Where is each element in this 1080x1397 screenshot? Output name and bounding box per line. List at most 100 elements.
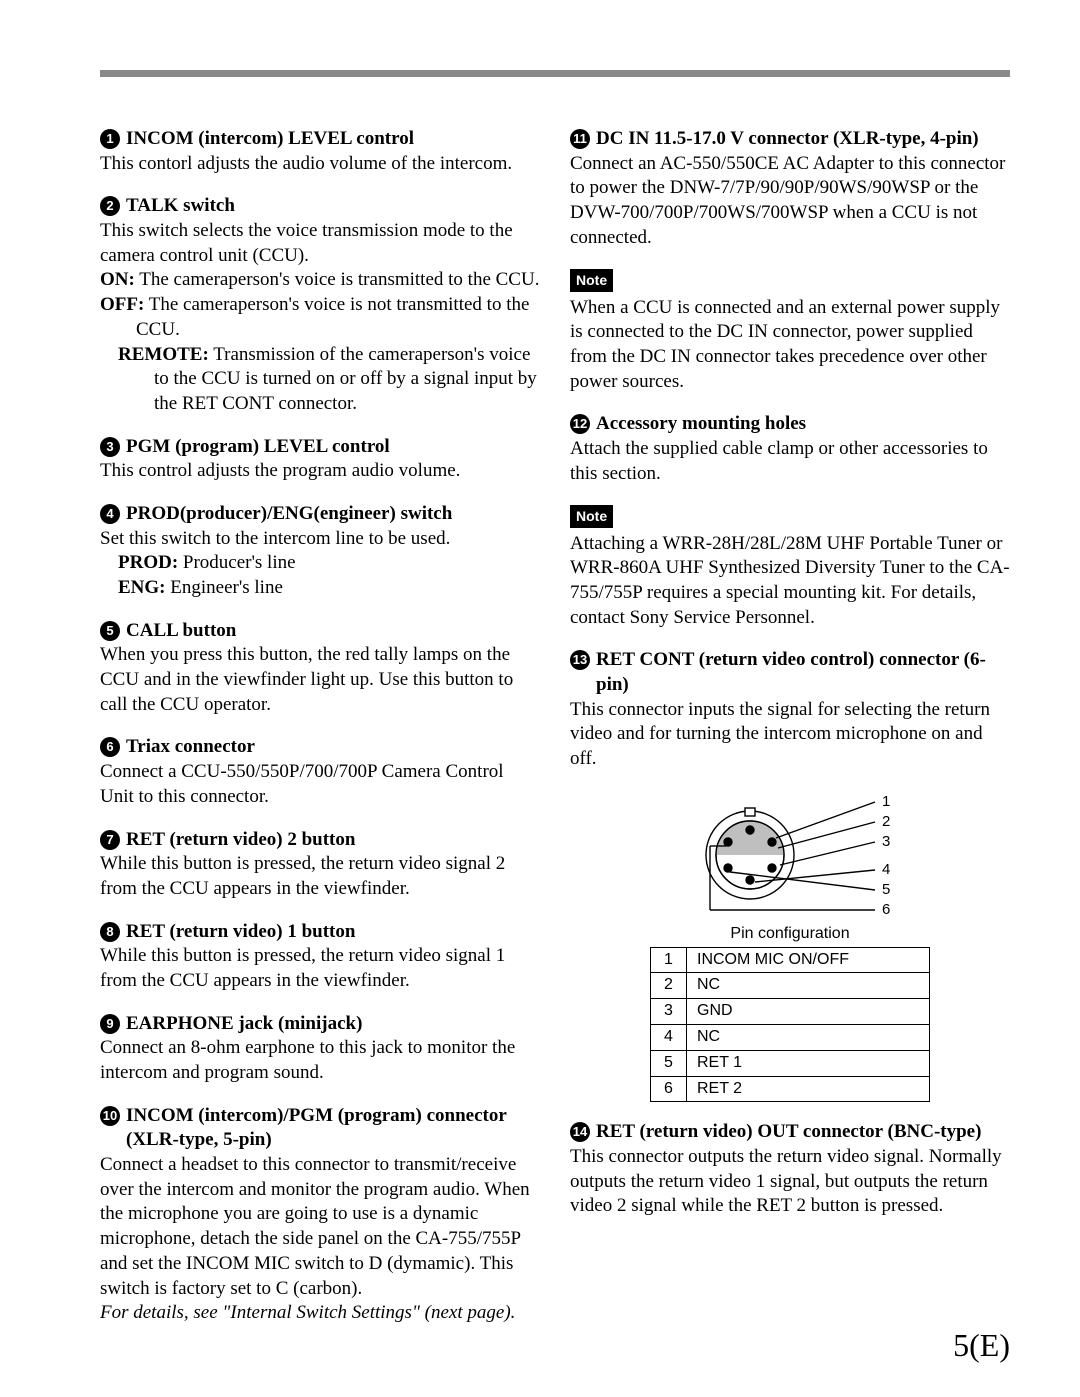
option-text: Producer's line — [178, 552, 295, 573]
pin-table-container: Pin configuration 1INCOM MIC ON/OFF 2NC … — [650, 924, 930, 1103]
numbered-bullet-icon: 5 — [100, 621, 120, 641]
table-row: 2NC — [651, 973, 930, 999]
section-heading: 2 TALK switch — [100, 194, 540, 219]
section-heading: 1 INCOM (intercom) LEVEL control — [100, 127, 540, 152]
numbered-bullet-icon: 7 — [100, 830, 120, 850]
section-body: Connect a CCU-550/550P/700/700P Camera C… — [100, 760, 540, 809]
pin-label: 3 — [882, 833, 890, 850]
section-body: This switch selects the voice transmissi… — [100, 219, 540, 268]
two-column-layout: 1 INCOM (intercom) LEVEL control This co… — [100, 127, 1010, 1344]
option-label: ON: — [100, 269, 135, 290]
section-12: 12 Accessory mounting holes Attach the s… — [570, 412, 1010, 486]
section-title: PROD(producer)/ENG(engineer) switch — [126, 502, 452, 527]
option-label: OFF: — [100, 294, 144, 315]
numbered-bullet-icon: 2 — [100, 196, 120, 216]
pin-desc: RET 2 — [687, 1076, 930, 1102]
section-3: 3 PGM (program) LEVEL control This contr… — [100, 435, 540, 484]
numbered-bullet-icon: 8 — [100, 922, 120, 942]
pin-desc: INCOM MIC ON/OFF — [687, 947, 930, 973]
left-column: 1 INCOM (intercom) LEVEL control This co… — [100, 127, 540, 1344]
pin-label: 4 — [882, 861, 890, 878]
pin-num: 6 — [651, 1076, 687, 1102]
numbered-bullet-icon: 3 — [100, 437, 120, 457]
section-title: Triax connector — [126, 735, 255, 760]
numbered-bullet-icon: 14 — [570, 1122, 590, 1142]
section-title: Accessory mounting holes — [596, 412, 806, 437]
section-1: 1 INCOM (intercom) LEVEL control This co… — [100, 127, 540, 176]
numbered-bullet-icon: 6 — [100, 737, 120, 757]
section-title: RET (return video) 1 button — [126, 920, 355, 945]
connector-diagram-icon: 1 2 3 4 5 6 — [660, 790, 920, 920]
option-text: Engineer's line — [166, 577, 283, 598]
section-body: This contorl adjusts the audio volume of… — [100, 152, 540, 177]
numbered-bullet-icon: 10 — [100, 1106, 120, 1126]
table-row: 6RET 2 — [651, 1076, 930, 1102]
pin-num: 2 — [651, 973, 687, 999]
section-title: TALK switch — [126, 194, 235, 219]
section-heading: 4 PROD(producer)/ENG(engineer) switch — [100, 502, 540, 527]
pin-desc: NC — [687, 1025, 930, 1051]
numbered-bullet-icon: 9 — [100, 1014, 120, 1034]
section-heading: 12 Accessory mounting holes — [570, 412, 1010, 437]
page-number: 5(E) — [953, 1325, 1010, 1367]
section-heading: 5 CALL button — [100, 619, 540, 644]
section-9: 9 EARPHONE jack (minijack) Connect an 8-… — [100, 1012, 540, 1086]
note-label: Note — [570, 269, 613, 291]
table-row: 1INCOM MIC ON/OFF — [651, 947, 930, 973]
section-title: INCOM (intercom) LEVEL control — [126, 127, 414, 152]
section-body: Set this switch to the intercom line to … — [100, 527, 540, 552]
pin-num: 4 — [651, 1025, 687, 1051]
pin-desc: RET 1 — [687, 1050, 930, 1076]
section-13: 13 RET CONT (return video control) conne… — [570, 648, 1010, 771]
section-title: EARPHONE jack (minijack) — [126, 1012, 362, 1037]
section-body: When you press this button, the red tall… — [100, 643, 540, 717]
section-heading: 10 INCOM (intercom)/PGM (program) connec… — [100, 1104, 540, 1153]
table-row: 4NC — [651, 1025, 930, 1051]
pin-label: 6 — [882, 901, 890, 918]
section-4: 4 PROD(producer)/ENG(engineer) switch Se… — [100, 502, 540, 601]
section-14: 14 RET (return video) OUT connector (BNC… — [570, 1120, 1010, 1219]
section-2: 2 TALK switch This switch selects the vo… — [100, 194, 540, 416]
section-title: RET (return video) OUT connector (BNC-ty… — [596, 1120, 981, 1145]
section-title: RET CONT (return video control) connecto… — [596, 648, 1010, 697]
section-body: Connect a headset to this connector to t… — [100, 1153, 540, 1301]
section-body: This connector outputs the return video … — [570, 1145, 1010, 1219]
right-column: 11 DC IN 11.5-17.0 V connector (XLR-type… — [570, 127, 1010, 1344]
section-title: PGM (program) LEVEL control — [126, 435, 390, 460]
section-11: 11 DC IN 11.5-17.0 V connector (XLR-type… — [570, 127, 1010, 250]
option-remote: REMOTE: Transmission of the cameraperson… — [100, 343, 540, 417]
section-body: Connect an 8-ohm earphone to this jack t… — [100, 1036, 540, 1085]
section-heading: 14 RET (return video) OUT connector (BNC… — [570, 1120, 1010, 1145]
section-8: 8 RET (return video) 1 button While this… — [100, 920, 540, 994]
pin-configuration-table: 1INCOM MIC ON/OFF 2NC 3GND 4NC 5RET 1 6R… — [650, 947, 930, 1103]
option-on: ON: The cameraperson's voice is transmit… — [100, 268, 540, 293]
pin-label: 5 — [882, 881, 890, 898]
note-1: Note When a CCU is connected and an exte… — [570, 268, 1010, 394]
note-2: Note Attaching a WRR-28H/28L/28M UHF Por… — [570, 504, 1010, 630]
pin-label: 2 — [882, 813, 890, 830]
section-body: This connector inputs the signal for sel… — [570, 698, 1010, 772]
note-body: Attaching a WRR-28H/28L/28M UHF Portable… — [570, 532, 1010, 631]
section-body: This control adjusts the program audio v… — [100, 459, 540, 484]
pin-num: 1 — [651, 947, 687, 973]
pin-num: 3 — [651, 999, 687, 1025]
section-heading: 13 RET CONT (return video control) conne… — [570, 648, 1010, 697]
numbered-bullet-icon: 11 — [570, 129, 590, 149]
section-body: While this button is pressed, the return… — [100, 852, 540, 901]
option-text: The cameraperson's voice is transmitted … — [135, 269, 540, 290]
section-title: CALL button — [126, 619, 236, 644]
section-7: 7 RET (return video) 2 button While this… — [100, 828, 540, 902]
header-rule — [100, 70, 1010, 77]
note-label: Note — [570, 505, 613, 527]
section-heading: 8 RET (return video) 1 button — [100, 920, 540, 945]
section-title: DC IN 11.5-17.0 V connector (XLR-type, 4… — [596, 127, 979, 152]
pin-label: 1 — [882, 793, 890, 810]
pin-num: 5 — [651, 1050, 687, 1076]
pin-table-caption: Pin configuration — [650, 924, 930, 945]
section-body: While this button is pressed, the return… — [100, 944, 540, 993]
section-title: RET (return video) 2 button — [126, 828, 355, 853]
section-6: 6 Triax connector Connect a CCU-550/550P… — [100, 735, 540, 809]
numbered-bullet-icon: 4 — [100, 504, 120, 524]
section-heading: 6 Triax connector — [100, 735, 540, 760]
table-row: 3GND — [651, 999, 930, 1025]
